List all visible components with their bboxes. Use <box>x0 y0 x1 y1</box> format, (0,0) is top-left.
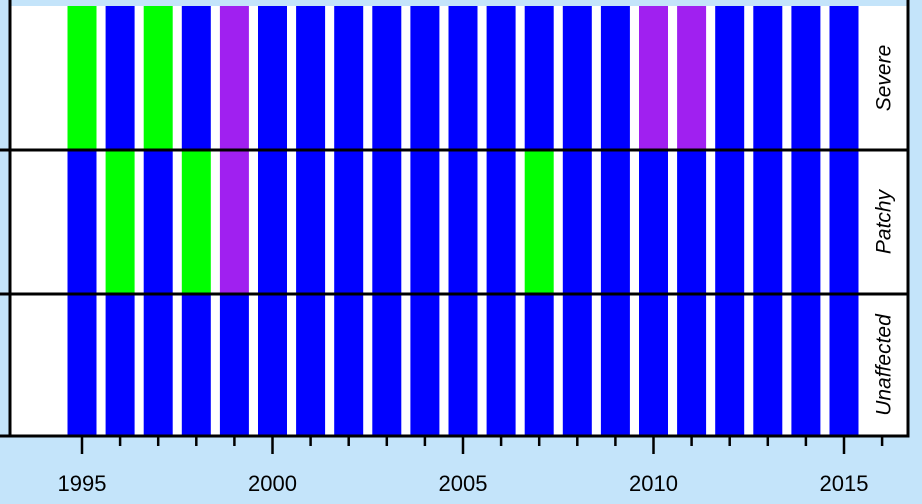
cell-patchy-2009 <box>600 150 630 294</box>
cell-severe-2005 <box>448 6 478 150</box>
tick-label-1995: 1995 <box>58 471 107 496</box>
cell-patchy-1996 <box>105 150 135 294</box>
cell-severe-2003 <box>372 6 402 150</box>
cell-unaffected-2001 <box>296 294 326 436</box>
cell-unaffected-1996 <box>105 294 135 436</box>
cell-patchy-2003 <box>372 150 402 294</box>
cell-unaffected-1999 <box>219 294 249 436</box>
cell-patchy-1999 <box>219 150 249 294</box>
cell-unaffected-2000 <box>258 294 287 436</box>
cell-unaffected-2010 <box>639 294 668 436</box>
cell-patchy-2013 <box>753 150 783 294</box>
cell-severe-1996 <box>105 6 135 150</box>
x-axis-tick-labels: 1995 2000 2005 2010 2015 <box>58 471 869 496</box>
cell-unaffected-2013 <box>753 294 783 436</box>
row-labels: Severe Patchy Unaffected <box>873 45 896 416</box>
cell-unaffected-2014 <box>791 294 821 436</box>
cell-patchy-2002 <box>334 150 364 294</box>
cell-severe-1999 <box>219 6 249 150</box>
cell-severe-2006 <box>486 6 516 150</box>
cell-patchy-1998 <box>181 150 211 294</box>
row-separators <box>0 148 908 296</box>
cell-severe-2014 <box>791 6 821 150</box>
cell-patchy-1997 <box>143 150 173 294</box>
cell-unaffected-2003 <box>372 294 402 436</box>
cell-unaffected-2012 <box>715 294 745 436</box>
tick-label-2015: 2015 <box>820 471 869 496</box>
cell-unaffected-2005 <box>448 294 478 436</box>
cell-patchy-2000 <box>258 150 287 294</box>
cell-severe-1997 <box>143 6 173 150</box>
cell-severe-2000 <box>258 6 287 150</box>
plot-frame <box>0 0 910 438</box>
cell-patchy-2006 <box>486 150 516 294</box>
row-label-severe: Severe <box>873 45 896 112</box>
cell-unaffected-1998 <box>181 294 211 436</box>
cell-unaffected-1995 <box>67 294 97 436</box>
cell-patchy-2014 <box>791 150 821 294</box>
cell-patchy-1995 <box>67 150 97 294</box>
cell-severe-1998 <box>181 6 211 150</box>
cell-patchy-2001 <box>296 150 326 294</box>
row-label-patchy: Patchy <box>873 188 896 254</box>
cell-severe-2004 <box>410 6 440 150</box>
tick-label-2000: 2000 <box>248 471 297 496</box>
cell-severe-2007 <box>524 6 554 150</box>
cell-unaffected-2004 <box>410 294 440 436</box>
chart-cells <box>67 6 859 436</box>
cell-unaffected-2009 <box>600 294 630 436</box>
cell-unaffected-2015 <box>829 294 859 436</box>
cell-patchy-2005 <box>448 150 478 294</box>
cell-severe-2008 <box>562 6 592 150</box>
cell-unaffected-2007 <box>524 294 554 436</box>
cell-severe-2002 <box>334 6 364 150</box>
cell-patchy-2011 <box>677 150 707 294</box>
cell-severe-2011 <box>677 6 707 150</box>
cell-unaffected-2008 <box>562 294 592 436</box>
tick-label-2010: 2010 <box>629 471 678 496</box>
cell-severe-2015 <box>829 6 859 150</box>
cell-patchy-2010 <box>639 150 668 294</box>
cell-unaffected-2011 <box>677 294 707 436</box>
cell-patchy-2015 <box>829 150 859 294</box>
cell-severe-2009 <box>600 6 630 150</box>
cell-severe-2010 <box>639 6 668 150</box>
cell-severe-2001 <box>296 6 326 150</box>
cell-unaffected-1997 <box>143 294 173 436</box>
cell-patchy-2012 <box>715 150 745 294</box>
tick-label-2005: 2005 <box>439 471 488 496</box>
row-label-unaffected: Unaffected <box>873 313 896 416</box>
cell-patchy-2004 <box>410 150 440 294</box>
cell-patchy-2007 <box>524 150 554 294</box>
cell-unaffected-2006 <box>486 294 516 436</box>
cell-patchy-2008 <box>562 150 592 294</box>
cell-severe-1995 <box>67 6 97 150</box>
x-axis-ticks <box>80 436 884 454</box>
cell-severe-2013 <box>753 6 783 150</box>
cell-unaffected-2002 <box>334 294 364 436</box>
cell-severe-2012 <box>715 6 745 150</box>
